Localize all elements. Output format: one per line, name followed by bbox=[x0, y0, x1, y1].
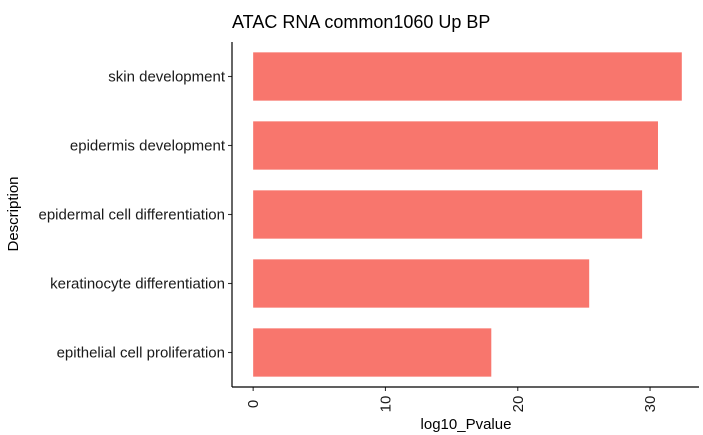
bars-group bbox=[253, 52, 682, 377]
category-label-5: epithelial cell proliferation bbox=[57, 345, 225, 362]
category-label-2: epidermis development bbox=[70, 138, 226, 155]
bar-5 bbox=[253, 328, 492, 377]
x-tick-label-1: 0 bbox=[245, 400, 262, 408]
x-axis-title: log10_Pvalue bbox=[421, 416, 512, 433]
bar-1 bbox=[253, 52, 682, 101]
category-label-4: keratinocyte differentiation bbox=[50, 276, 225, 293]
category-label-3: epidermal cell differentiation bbox=[39, 207, 226, 224]
bar-2 bbox=[253, 121, 658, 170]
y-axis-title: Description bbox=[5, 176, 22, 251]
bar-3 bbox=[253, 190, 643, 239]
x-tick-label-2: 10 bbox=[377, 396, 394, 413]
x-tick-label-3: 20 bbox=[510, 396, 527, 413]
x-axis-ticks: 0 10 20 30 bbox=[245, 387, 659, 412]
category-labels: skin development epidermis development epi… bbox=[39, 69, 232, 362]
x-tick-label-4: 30 bbox=[642, 396, 659, 413]
chart-title: ATAC RNA common1060 Up BP bbox=[232, 12, 490, 32]
bar-4 bbox=[253, 259, 590, 308]
category-label-1: skin development bbox=[108, 69, 226, 86]
